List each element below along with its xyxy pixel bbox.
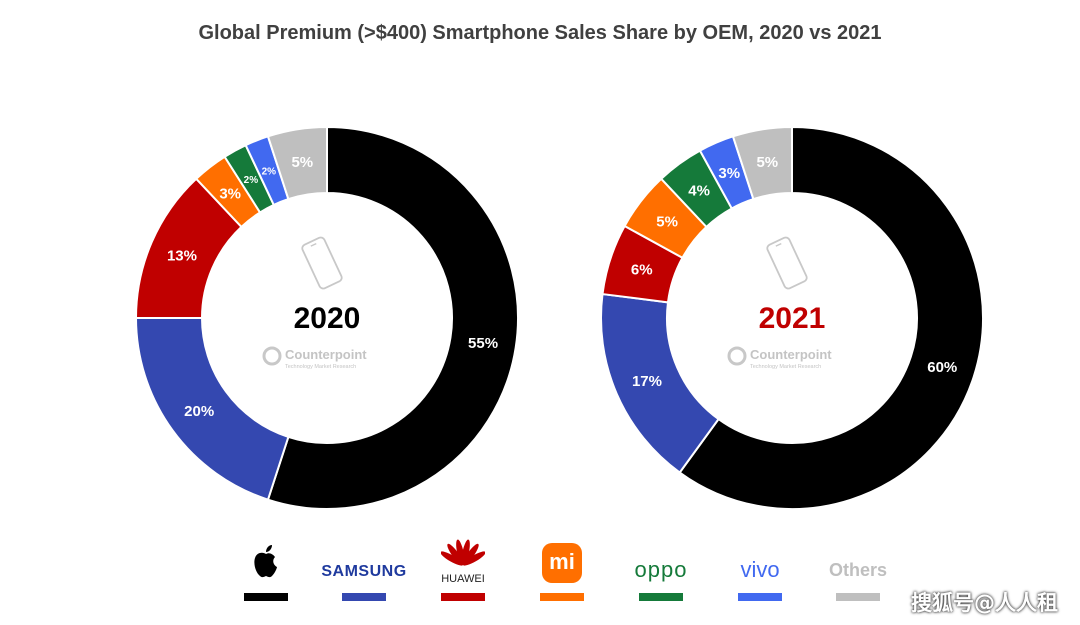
slice-label-2020-huawei: 13% [167,248,197,265]
smartphone-icon [301,236,343,290]
others-label: Others [828,560,888,580]
slice-label-2020-others: 5% [291,154,313,171]
chart-title: Global Premium (>$400) Smartphone Sales … [198,22,882,44]
slice-label-2021-huawei: 6% [631,261,653,278]
legend-swatch-samsung [342,593,386,601]
apple-logo-icon [244,540,288,589]
legend-huawei: HUAWEI [440,535,486,605]
year-label-2020: 2020 [294,302,361,335]
legend-swatch-vivo [738,593,782,601]
legend-oppo: oppo [635,535,686,605]
legend-xiaomi: mi [540,535,584,605]
slice-label-2021-others: 5% [756,154,778,171]
counterpoint-brand: Counterpoint [750,347,832,362]
year-label-2021: 2021 [759,302,826,335]
slice-label-2021-apple: 60% [927,359,957,376]
legend-vivo: vivo [738,535,782,605]
legend-samsung: SAMSUNG [321,535,406,605]
legend-swatch-huawei [441,593,485,601]
xiaomi-logo-text: mi [549,549,575,574]
counterpoint-brand: Counterpoint [285,347,367,362]
samsung-logo: SAMSUNG [321,563,407,580]
counterpoint-tagline: Technology Market Research [285,364,356,370]
counterpoint-tagline: Technology Market Research [750,364,821,370]
slice-label-2020-xiaomi: 3% [219,185,241,202]
huawei-label: HUAWEI [441,573,485,585]
slice-label-2020-oppo: 2% [244,175,259,186]
slice-2020-others [266,125,328,201]
legend-swatch-others [836,593,880,601]
slice-label-2021-vivo: 3% [718,165,740,182]
slice-label-2021-oppo: 4% [688,182,710,199]
smartphone-icon [766,236,808,290]
slice-label-2020-vivo: 2% [262,167,277,178]
legend-apple [244,535,288,605]
slice-2020-apple [266,125,519,510]
legend-others: Others [829,535,887,605]
legend-swatch-apple [244,593,288,601]
watermark: 搜狐号@人人租 [911,591,1058,615]
slice-label-2020-samsung: 20% [184,403,214,420]
slice-label-2021-xiaomi: 5% [656,213,678,230]
vivo-logo: vivo [740,557,780,582]
counterpoint-logo: Counterpoint Technology Market Research [727,346,832,370]
slice-2021-apple [678,125,984,510]
legend-swatch-xiaomi [540,593,584,601]
slice-2021-others [731,125,793,201]
oppo-logo: oppo [634,557,688,582]
xiaomi-logo-icon: mi [542,543,582,583]
slice-label-2021-samsung: 17% [632,373,662,390]
huawei-flower-icon [440,535,486,567]
counterpoint-logo: Counterpoint Technology Market Research [262,346,367,370]
slice-label-2020-apple: 55% [468,335,498,352]
legend-swatch-oppo [639,593,683,601]
